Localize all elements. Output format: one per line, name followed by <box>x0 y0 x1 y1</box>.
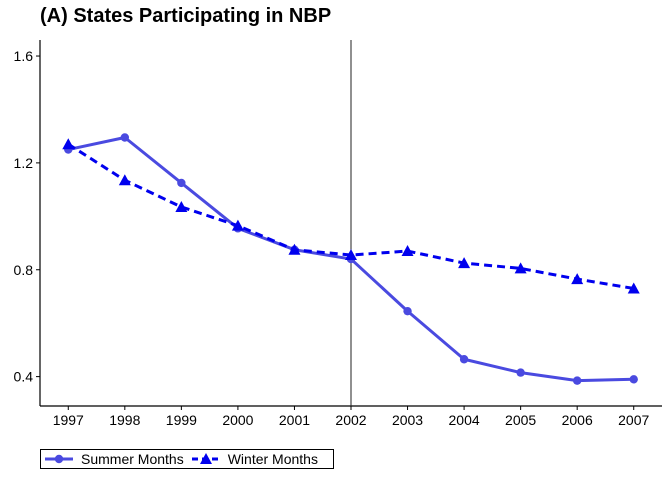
x-axis: 1997 1998 1999 2000 2001 2002 2003 2004 2005 2006… <box>40 405 662 428</box>
y-tick-label: 1.2 <box>14 155 34 171</box>
chart-title: (A) States Participating in NBP <box>40 5 332 27</box>
x-tick-label: 1998 <box>109 412 140 428</box>
y-tick-label: 1.6 <box>14 48 34 64</box>
x-tick-label: 1999 <box>166 412 197 428</box>
x-tick-label: 2002 <box>335 412 366 428</box>
data-point-summer <box>120 133 130 142</box>
data-point-winter <box>401 245 414 257</box>
data-point-winter <box>627 282 640 294</box>
line-chart: 0.4 0.8 1.2 1.6 1997 1998 1999 2000 2001 2002 200… <box>14 40 662 428</box>
y-tick-label: 0.4 <box>14 369 34 385</box>
x-tick-label: 2006 <box>562 412 593 428</box>
x-tick-label: 2003 <box>392 412 423 428</box>
series-layer <box>62 133 640 385</box>
x-tick-label: 2001 <box>279 412 310 428</box>
data-point-summer <box>516 368 525 377</box>
x-tick-label: 2007 <box>618 412 649 428</box>
data-point-winter <box>571 273 584 285</box>
data-point-summer <box>572 376 582 385</box>
legend-label-winter: Winter Months <box>227 451 318 467</box>
data-point-winter <box>175 200 188 212</box>
legend-label-summer: Summer Months <box>81 451 184 467</box>
x-tick-label: 2000 <box>222 412 253 428</box>
data-point-winter <box>458 257 471 269</box>
legend-key-summer <box>45 454 73 464</box>
data-point-summer <box>403 306 412 316</box>
y-tick-label: 0.8 <box>14 262 34 278</box>
data-point-summer <box>459 355 469 364</box>
data-point-winter <box>231 219 244 231</box>
data-point-winter <box>345 249 357 261</box>
legend-key-winter <box>191 453 220 464</box>
data-point-winter <box>288 243 301 255</box>
y-axis: 0.4 0.8 1.2 1.6 <box>14 40 41 406</box>
legend-item-summer: Summer Months <box>41 451 184 467</box>
x-tick-label: 2005 <box>505 412 536 428</box>
data-point-summer <box>177 178 186 188</box>
legend-item-winter: Winter Months <box>188 451 318 467</box>
data-point-winter <box>514 262 527 274</box>
data-point-winter <box>118 174 131 186</box>
data-point-winter <box>62 138 75 150</box>
legend: Summer Months Winter Months <box>40 449 334 469</box>
x-tick-label: 1997 <box>53 412 84 428</box>
x-tick-label: 2004 <box>449 412 480 428</box>
series-line-winter <box>67 142 634 290</box>
data-point-summer <box>629 375 638 384</box>
